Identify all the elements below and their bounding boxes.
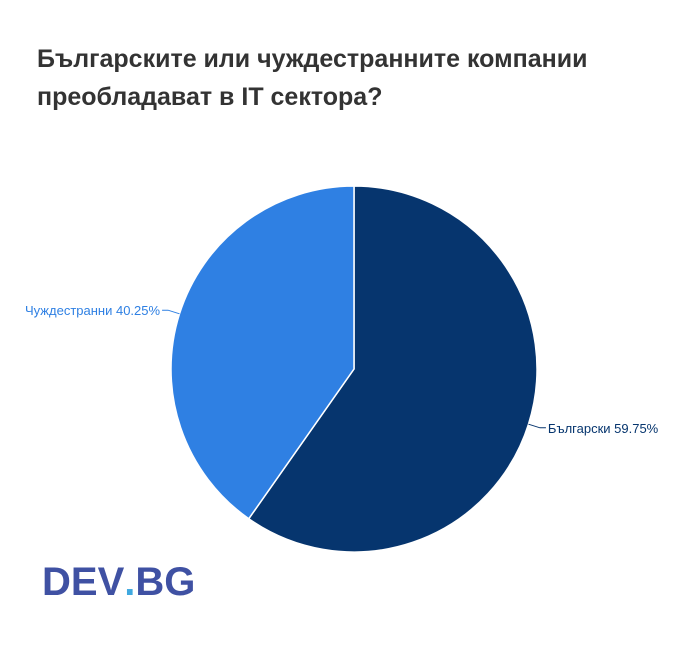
pie-slice-bulgarian xyxy=(247,185,538,553)
chart-title-line-2: преобладават в IT сектора? xyxy=(37,83,383,111)
devbg-logo: DEV . BG xyxy=(42,560,195,610)
chart-title: Българските или чуждестранните компании … xyxy=(37,40,667,116)
slice-label-bulgarian: Български 59.75% xyxy=(548,421,659,436)
leader-line-bulgarian xyxy=(528,423,546,429)
logo-dot: . xyxy=(124,560,136,604)
chart-title-line-1: Българските или чуждестранните компании xyxy=(37,45,588,73)
slice-label-foreign: Чуждестранни 40.25% xyxy=(25,303,161,318)
logo-text-dev: DEV xyxy=(42,560,125,604)
pie-slice-foreign xyxy=(170,185,355,520)
logo-text-bg: BG xyxy=(135,560,196,604)
leader-line-foreign xyxy=(162,309,180,315)
